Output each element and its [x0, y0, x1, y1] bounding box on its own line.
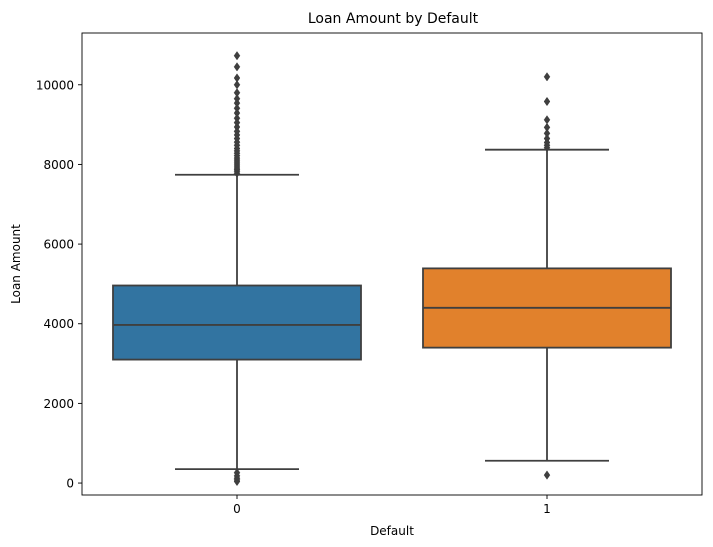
- outlier-point: [233, 113, 241, 123]
- outlier-point: [233, 88, 241, 98]
- y-axis-label: Loan Amount: [9, 224, 23, 304]
- y-tick-label: 6000: [43, 238, 74, 252]
- x-axis-label: Default: [370, 524, 414, 538]
- y-tick-label: 4000: [43, 317, 74, 331]
- x-tick-label: 0: [233, 502, 241, 516]
- outlier-point: [543, 115, 551, 125]
- x-tick-label: 1: [543, 502, 551, 516]
- y-tick-label: 8000: [43, 158, 74, 172]
- outlier-point: [233, 51, 241, 61]
- outlier-point: [543, 72, 551, 82]
- box-iqr: [112, 284, 362, 361]
- chart-title: Loan Amount by Default: [308, 11, 479, 27]
- y-tick-label: 10000: [36, 78, 74, 92]
- outlier-point: [543, 128, 551, 139]
- box-group-1: [422, 72, 672, 480]
- outlier-point: [543, 96, 551, 107]
- plot-frame: [81, 32, 703, 496]
- outlier-point: [233, 73, 241, 83]
- outlier-point: [233, 62, 241, 72]
- outlier-point: [543, 133, 551, 144]
- outlier-point: [233, 103, 241, 113]
- outlier-point: [233, 94, 241, 104]
- outlier-point: [233, 468, 241, 478]
- outlier-point: [233, 108, 241, 118]
- y-tick-label: 2000: [43, 397, 74, 411]
- box-group-0: [112, 51, 362, 487]
- outlier-point: [233, 80, 241, 90]
- y-tick-label: 0: [66, 477, 74, 491]
- outlier-point: [543, 470, 551, 480]
- outlier-point: [543, 122, 551, 133]
